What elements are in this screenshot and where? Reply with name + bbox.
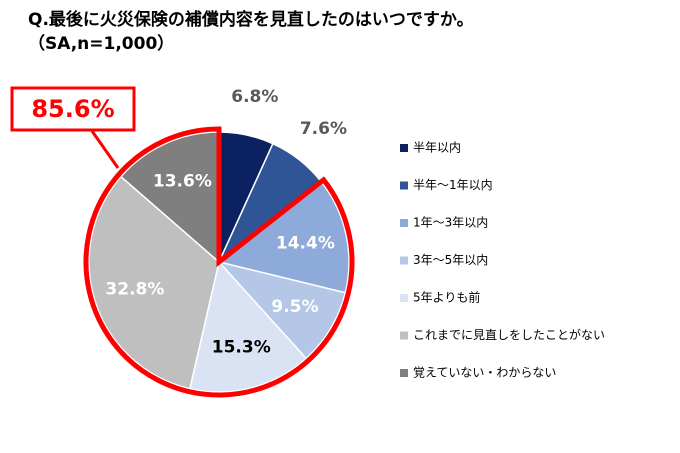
data-label: 14.4%: [276, 233, 335, 253]
highlight-outline: [83, 126, 355, 398]
legend-marker: [400, 331, 408, 340]
legend-marker: [400, 144, 408, 152]
legend-label: 覚えていない・わからない: [413, 366, 556, 380]
data-label: 13.6%: [153, 172, 212, 192]
legend-marker: [400, 369, 408, 377]
pie-slice: [216, 260, 347, 360]
legend-label: 5年よりも前: [413, 290, 480, 305]
legend-label: 半年〜1年以内: [413, 178, 493, 192]
pie-slice: [88, 175, 220, 390]
legend-label: これまでに見直しをしたことがない: [413, 327, 605, 342]
callout-text: 85.6%: [31, 95, 114, 123]
pie-slice: [217, 180, 350, 294]
pie-slice: [188, 260, 308, 393]
legend-label: 半年以内: [413, 141, 461, 155]
pie-slice: [119, 131, 220, 264]
legend-marker: [400, 219, 408, 227]
legend-marker: [400, 294, 408, 302]
callout-box: [10, 86, 136, 132]
chart-title: Q.最後に火災保険の補償内容を見直したのはいつですか。: [28, 9, 474, 30]
data-label: 15.3%: [212, 338, 271, 358]
data-label: 9.5%: [271, 297, 318, 317]
callout-line: [90, 130, 120, 169]
data-label: 7.6%: [300, 119, 347, 139]
legend-marker: [400, 256, 408, 265]
chart-subtitle: （SA,n=1,000）: [28, 33, 174, 54]
legend-label: 1年〜3年以内: [413, 216, 488, 230]
legend-marker: [400, 181, 408, 190]
data-label: 32.8%: [105, 279, 164, 299]
legend-label: 3年〜5年以内: [413, 253, 488, 267]
data-label: 6.8%: [231, 87, 278, 107]
